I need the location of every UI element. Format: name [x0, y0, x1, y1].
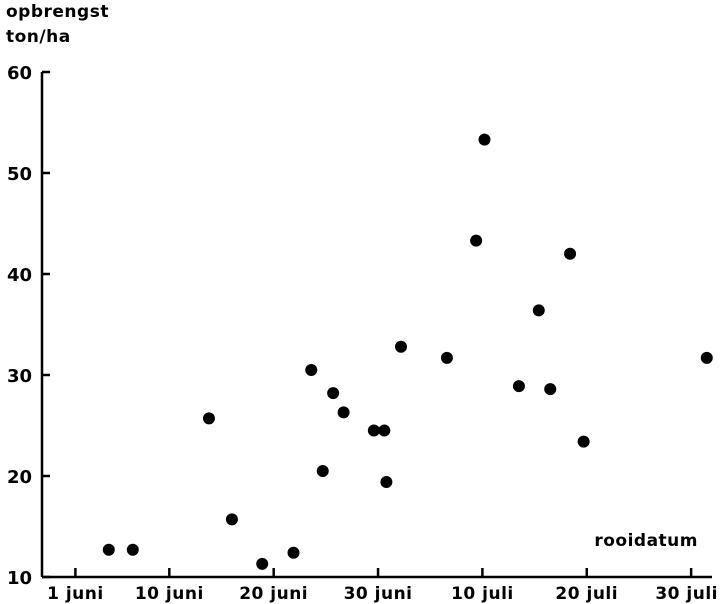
data-point	[316, 464, 329, 477]
data-point	[287, 546, 300, 559]
x-tick-label: 10 juni	[135, 584, 204, 604]
x-tick-label: 20 juli	[555, 584, 618, 604]
x-tick-label: 10 juli	[451, 584, 514, 604]
data-point	[395, 340, 408, 353]
data-point	[478, 133, 491, 146]
axes	[40, 72, 712, 579]
data-point	[544, 383, 557, 396]
x-ticks: 1 juni 10 juni 20 juni 30 juni 10 juli 20 jul…	[47, 568, 718, 604]
x-tick-label: 30 juli	[655, 584, 718, 604]
y-tick-label: 40	[7, 265, 32, 286]
data-point	[367, 424, 380, 437]
data-point	[512, 380, 525, 393]
y-tick-label: 50	[7, 164, 32, 185]
x-axis-label: rooidatum	[594, 531, 698, 551]
data-point	[564, 247, 577, 260]
y-axis-label-line1: opbrengst	[6, 2, 109, 22]
data-point	[577, 435, 590, 448]
x-tick-label: 1 juni	[47, 584, 104, 604]
data-point	[305, 363, 318, 376]
y-tick-label: 30	[7, 366, 32, 387]
data-point	[440, 351, 453, 364]
y-tick-label: 60	[7, 63, 32, 84]
x-tick-label: 30 juni	[344, 584, 413, 604]
y-tick-label: 20	[7, 467, 32, 488]
data-point	[380, 476, 393, 489]
data-point	[202, 412, 215, 425]
y-axis-label-line2: ton/ha	[6, 27, 71, 47]
data-point	[102, 543, 115, 556]
data-point	[256, 557, 269, 570]
data-point	[126, 543, 139, 556]
data-point	[327, 387, 340, 400]
data-point	[700, 351, 713, 364]
data-point	[337, 406, 350, 419]
data-points	[102, 133, 713, 570]
y-tick-label: 10	[7, 568, 32, 589]
data-point	[470, 234, 483, 247]
data-point	[378, 424, 391, 437]
x-tick-label: 20 juni	[239, 584, 308, 604]
data-point	[532, 304, 545, 317]
data-point	[225, 513, 238, 526]
y-ticks: 10 20 30 40 50 60	[7, 63, 50, 589]
